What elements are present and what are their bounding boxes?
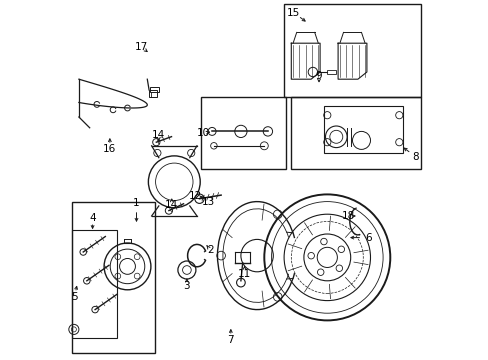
- Bar: [326, 70, 336, 74]
- Bar: [201, 97, 285, 169]
- Text: 1: 1: [133, 198, 140, 208]
- Text: 4: 4: [89, 213, 96, 223]
- Bar: [72, 202, 154, 353]
- Text: 3: 3: [183, 281, 190, 291]
- Bar: [284, 4, 420, 97]
- Text: 12: 12: [189, 191, 202, 201]
- Text: 5: 5: [71, 292, 78, 302]
- Text: 18: 18: [342, 211, 355, 221]
- Text: 8: 8: [411, 152, 418, 162]
- Text: 17: 17: [134, 42, 147, 52]
- Text: 15: 15: [286, 8, 300, 18]
- Text: 2: 2: [206, 245, 213, 255]
- Text: 9: 9: [315, 71, 322, 81]
- Text: 14: 14: [165, 200, 178, 210]
- Text: 11: 11: [237, 269, 251, 279]
- Bar: [72, 230, 117, 338]
- Text: 14: 14: [152, 130, 165, 140]
- Bar: [149, 90, 157, 97]
- Text: 6: 6: [365, 233, 371, 243]
- Bar: [291, 97, 420, 169]
- Bar: [323, 106, 402, 153]
- Text: 13: 13: [202, 197, 215, 207]
- Text: 10: 10: [197, 128, 210, 138]
- Text: 7: 7: [227, 335, 234, 345]
- Bar: [150, 87, 159, 92]
- Text: 16: 16: [103, 144, 116, 154]
